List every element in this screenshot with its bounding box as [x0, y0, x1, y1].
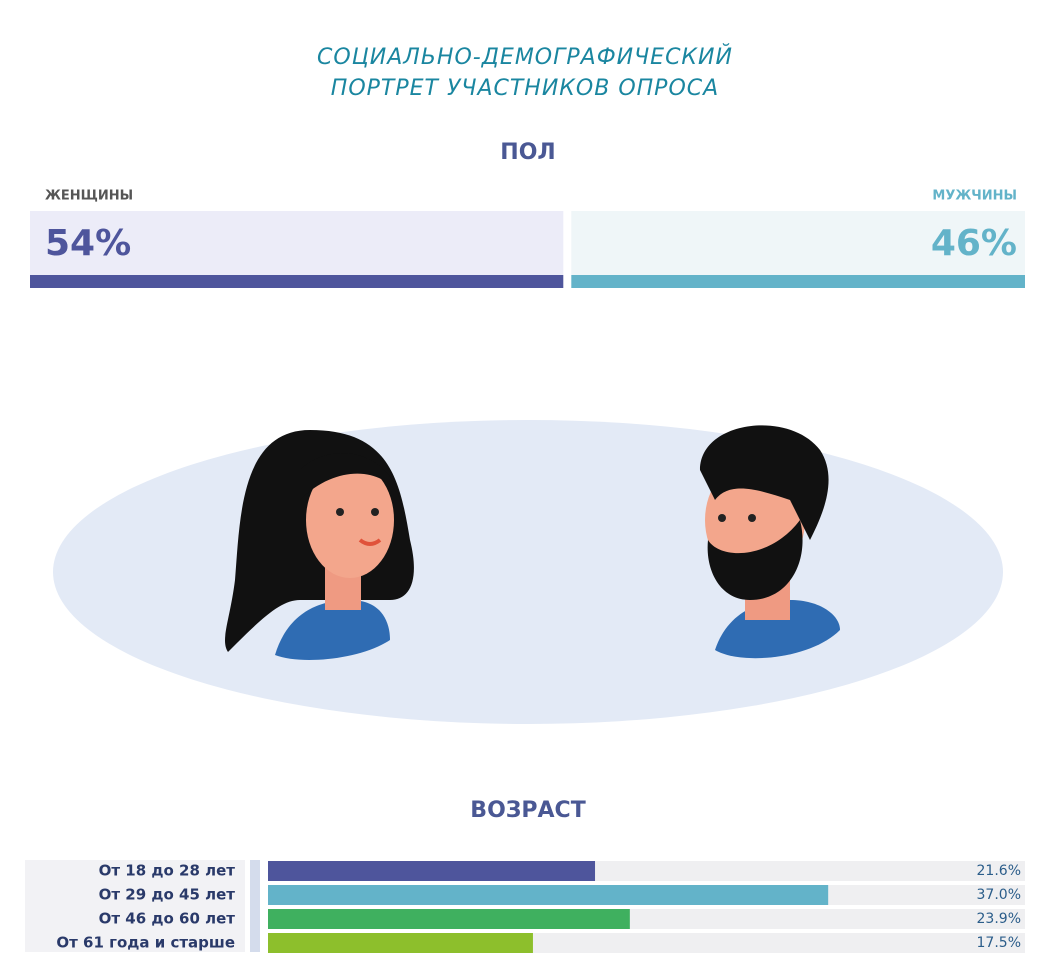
segment-bg — [30, 211, 564, 275]
eye — [748, 514, 756, 522]
segment-bar — [571, 275, 1025, 288]
illustration — [53, 420, 1003, 724]
category-label: От 61 года и старше — [56, 934, 235, 952]
hair — [700, 425, 829, 540]
value-label: 46% — [931, 223, 1017, 264]
section-title: ПОЛ — [500, 140, 555, 165]
category-label: От 29 до 45 лет — [99, 886, 236, 904]
fringe — [300, 453, 400, 500]
value-label: 54% — [45, 223, 131, 264]
category-label: От 18 до 28 лет — [99, 862, 236, 880]
segment-bar — [30, 275, 564, 288]
bar — [268, 861, 596, 881]
value-label: 17.5% — [977, 935, 1021, 951]
bar — [268, 909, 630, 929]
category-label: ЖЕНЩИНЫ — [45, 189, 133, 204]
mouth — [358, 538, 382, 546]
label-panel — [25, 860, 245, 952]
category-label: МУЖЧИНЫ — [932, 189, 1017, 204]
bar — [268, 933, 533, 953]
page-title: ПОРТРЕТ УЧАСТНИКОВ ОПРОСА — [331, 76, 719, 101]
page-title: СОЦИАЛЬНО-ДЕМОГРАФИЧЕСКИЙ — [317, 44, 733, 70]
value-label: 37.0% — [977, 887, 1021, 903]
face — [306, 462, 394, 578]
segment-bg — [571, 211, 1025, 275]
value-label: 21.6% — [977, 863, 1021, 879]
section-title: ВОЗРАСТ — [470, 798, 585, 823]
beard — [707, 520, 803, 600]
shirt — [275, 600, 390, 660]
separator — [250, 860, 260, 952]
value-label: 23.9% — [977, 911, 1021, 927]
eye — [336, 508, 344, 516]
eye — [371, 508, 379, 516]
bar — [268, 885, 829, 905]
eye — [718, 514, 726, 522]
backdrop — [53, 420, 1003, 724]
category-label: От 46 до 60 лет — [99, 910, 236, 928]
